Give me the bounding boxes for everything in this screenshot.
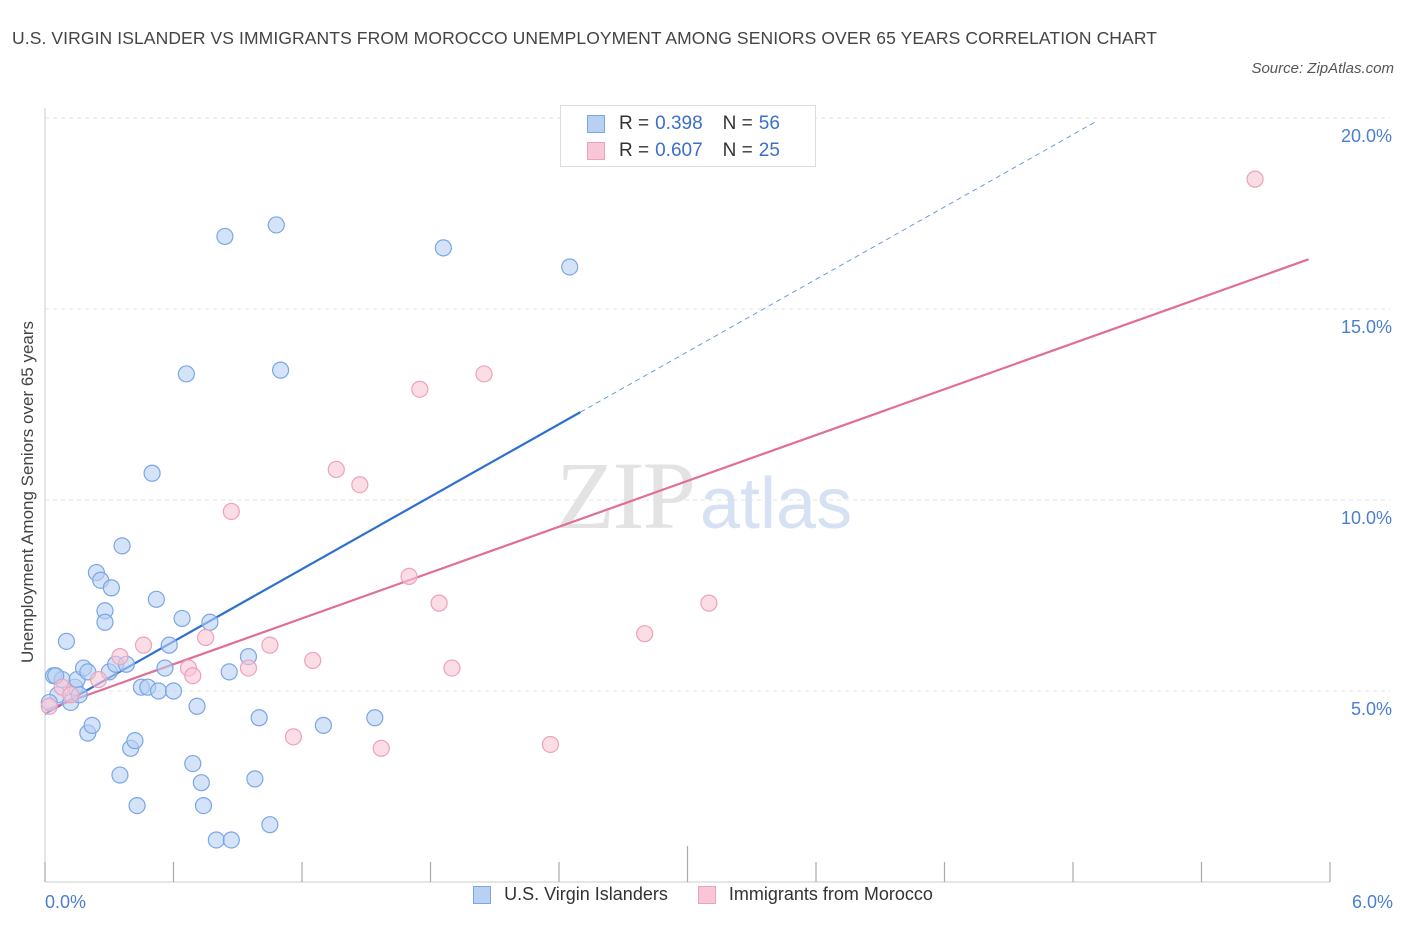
watermark-zip: ZIP	[556, 442, 696, 549]
point-morocco	[327, 460, 345, 479]
point-virgin-islanders	[143, 464, 161, 482]
data-points	[40, 170, 1264, 849]
legend-row-virgin-islanders: R = 0.398 N = 56	[587, 111, 780, 137]
trend-line-morocco	[44, 258, 1309, 712]
point-virgin-islanders	[149, 682, 168, 700]
point-morocco	[261, 636, 279, 654]
grid	[45, 117, 1390, 692]
axes	[44, 108, 1331, 883]
point-morocco	[351, 476, 369, 494]
point-virgin-islanders	[314, 716, 333, 734]
trend-lines	[44, 121, 1309, 715]
correlation-legend: R = 0.398 N = 56 R = 0.607 N = 25	[560, 105, 816, 167]
point-virgin-islanders	[192, 774, 210, 792]
point-virgin-islanders	[113, 537, 131, 555]
axis-labels: 5.0% 10.0% 15.0% 20.0% 0.0% 6.0% Unemployment …	[18, 126, 1393, 912]
point-morocco	[372, 739, 390, 757]
r-value: 0.398	[655, 113, 703, 134]
y-tick-label: 5.0%	[1351, 699, 1392, 719]
legend-item-morocco[interactable]: Immigrants from Morocco	[697, 884, 933, 905]
point-morocco	[111, 648, 129, 666]
point-morocco	[304, 651, 322, 670]
y-tick-label: 15.0%	[1341, 317, 1392, 337]
point-virgin-islanders	[271, 361, 290, 379]
point-morocco	[636, 625, 654, 643]
point-morocco	[62, 686, 80, 704]
point-morocco	[430, 594, 448, 612]
point-virgin-islanders	[126, 732, 144, 750]
point-morocco	[239, 659, 258, 677]
point-morocco	[40, 697, 58, 715]
watermark-atlas: atlas	[700, 464, 853, 544]
point-virgin-islanders	[164, 682, 183, 700]
point-morocco	[1246, 170, 1264, 188]
legend-row-morocco: R = 0.607 N = 25	[587, 138, 780, 164]
x-tick-label: 0.0%	[45, 892, 86, 912]
point-morocco	[541, 735, 560, 754]
point-virgin-islanders	[194, 796, 213, 815]
n-value: 56	[758, 113, 780, 134]
point-morocco	[197, 628, 215, 647]
point-morocco	[89, 670, 108, 689]
point-virgin-islanders	[184, 754, 202, 773]
point-virgin-islanders	[173, 609, 191, 628]
n-label: N =	[722, 140, 753, 161]
point-virgin-islanders	[267, 216, 285, 234]
point-virgin-islanders	[216, 227, 234, 246]
point-virgin-islanders	[261, 816, 279, 834]
point-morocco	[411, 380, 429, 398]
r-label: R =	[619, 113, 650, 134]
point-virgin-islanders	[250, 709, 268, 727]
y-tick-label: 10.0%	[1341, 508, 1392, 528]
point-virgin-islanders	[434, 239, 452, 257]
point-virgin-islanders	[201, 613, 219, 631]
x-tick-label: 6.0%	[1352, 892, 1393, 912]
legend-swatch-blue	[473, 885, 492, 904]
legend-label: Immigrants from Morocco	[728, 884, 933, 904]
watermark: ZIPatlas	[556, 440, 852, 551]
legend-swatch-pink	[697, 885, 716, 904]
point-virgin-islanders	[96, 613, 114, 631]
legend-swatch-pink	[587, 142, 605, 160]
point-virgin-islanders	[177, 365, 195, 383]
legend-label: U.S. Virgin Islanders	[504, 884, 668, 904]
r-label: R =	[619, 140, 650, 161]
point-morocco	[700, 594, 718, 612]
point-virgin-islanders	[156, 659, 174, 677]
point-morocco	[222, 502, 240, 521]
point-morocco	[184, 667, 202, 685]
chart-title: U.S. VIRGIN ISLANDER VS IMMIGRANTS FROM …	[12, 28, 1158, 48]
n-label: N =	[722, 113, 753, 134]
point-morocco	[134, 636, 153, 654]
point-morocco	[475, 365, 493, 383]
r-value: 0.607	[655, 140, 703, 161]
point-morocco	[400, 567, 418, 586]
point-virgin-islanders	[147, 590, 165, 608]
y-tick-label: 20.0%	[1341, 126, 1392, 146]
point-morocco	[284, 728, 303, 746]
point-virgin-islanders	[222, 831, 240, 849]
series-legend: U.S. Virgin Islanders Immigrants from Mo…	[0, 884, 1406, 905]
point-virgin-islanders	[128, 796, 146, 815]
point-virgin-islanders	[160, 636, 178, 654]
point-virgin-islanders	[366, 709, 384, 727]
point-morocco	[443, 659, 461, 677]
legend-swatch-blue	[587, 115, 605, 133]
point-virgin-islanders	[246, 770, 264, 788]
point-virgin-islanders	[57, 632, 76, 650]
point-virgin-islanders	[207, 831, 225, 849]
point-virgin-islanders	[83, 716, 101, 734]
y-axis-title: Unemployment Among Seniors over 65 years	[18, 321, 37, 663]
n-value: 25	[758, 140, 780, 161]
point-virgin-islanders	[220, 663, 238, 681]
point-virgin-islanders	[188, 697, 206, 715]
legend-item-virgin-islanders[interactable]: U.S. Virgin Islanders	[473, 884, 668, 905]
point-virgin-islanders	[111, 766, 129, 784]
point-virgin-islanders	[102, 579, 120, 597]
source-label: Source: ZipAtlas.com	[1251, 60, 1394, 77]
point-virgin-islanders	[561, 258, 579, 276]
